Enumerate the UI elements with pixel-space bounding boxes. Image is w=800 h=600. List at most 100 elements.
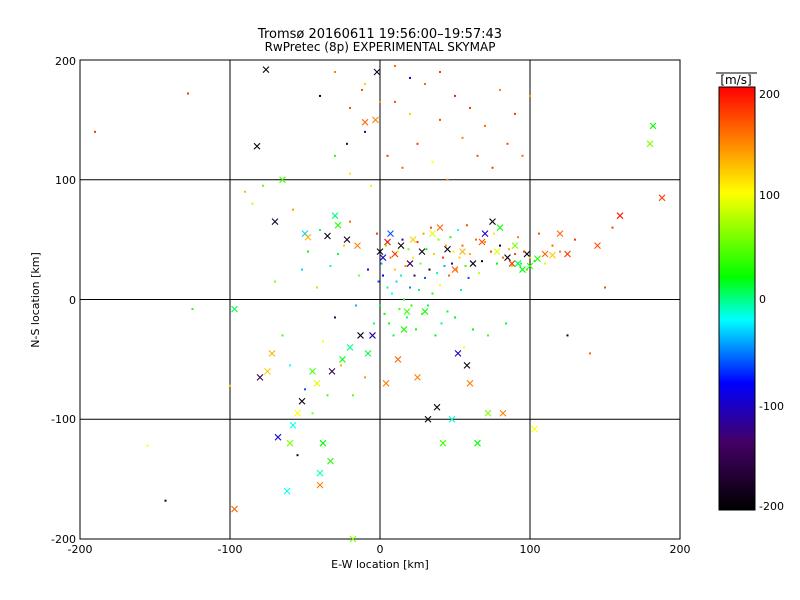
data-point-dot xyxy=(439,284,441,287)
data-point-dot xyxy=(346,142,348,145)
data-point-dot xyxy=(452,250,455,253)
data-point-dot xyxy=(589,352,591,355)
data-point-dot xyxy=(514,112,516,115)
data-point-cross xyxy=(531,425,538,433)
data-point-dot xyxy=(611,226,614,229)
data-point-dot xyxy=(410,304,413,307)
data-point-dot xyxy=(514,252,516,255)
data-point-cross xyxy=(451,266,459,273)
data-point-dot xyxy=(506,142,509,145)
data-point-cross xyxy=(346,344,354,351)
data-point-cross xyxy=(376,248,384,255)
y-tick-label-0: -200 xyxy=(51,533,76,546)
data-points xyxy=(94,64,666,543)
data-point-dot xyxy=(379,100,381,103)
data-point-cross xyxy=(448,415,456,423)
data-point-cross xyxy=(289,421,297,429)
colorbar-tick-1: -100 xyxy=(759,400,784,413)
data-point-cross xyxy=(403,308,411,315)
data-point-cross xyxy=(256,373,264,381)
data-point-cross xyxy=(658,194,666,202)
data-point-dot xyxy=(386,286,389,289)
data-point-dot xyxy=(373,322,375,325)
data-point-dot xyxy=(385,244,387,247)
data-point-dot xyxy=(262,184,264,187)
data-point-dot xyxy=(604,286,606,289)
data-point-cross xyxy=(504,254,511,261)
data-point-cross xyxy=(541,250,549,258)
data-point-dot xyxy=(337,252,339,255)
data-point-cross xyxy=(484,409,492,417)
data-point-dot xyxy=(469,106,471,109)
data-point-dot xyxy=(463,346,465,349)
data-point-dot xyxy=(355,304,357,307)
colorbar-tick-4: 200 xyxy=(759,88,780,101)
data-point-dot xyxy=(442,256,444,259)
data-point-dot xyxy=(517,236,519,239)
data-point-cross xyxy=(436,224,444,232)
data-point-dot xyxy=(472,328,474,331)
data-point-dot xyxy=(191,308,194,311)
x-tick-label-3: 100 xyxy=(520,543,541,556)
data-point-dot xyxy=(566,334,569,337)
data-point-cross xyxy=(231,305,238,313)
data-point-dot xyxy=(401,238,404,241)
data-point-dot xyxy=(322,340,324,343)
data-point-dot xyxy=(386,154,389,157)
data-point-dot xyxy=(499,88,501,91)
data-point-dot xyxy=(425,248,428,251)
data-point-dot xyxy=(274,280,276,283)
data-point-dot xyxy=(398,308,401,311)
data-point-cross xyxy=(361,118,369,126)
data-point-dot xyxy=(484,241,486,244)
data-point-dot xyxy=(481,260,483,263)
data-point-dot xyxy=(409,76,411,79)
data-point-dot xyxy=(370,184,372,187)
data-point-dot xyxy=(349,106,351,109)
x-axis-ticks: -200 -100 0 100 200 xyxy=(68,543,691,556)
data-point-dot xyxy=(307,250,309,253)
data-point-dot xyxy=(538,232,540,235)
data-point-dot xyxy=(187,92,189,95)
data-point-cross xyxy=(316,469,324,477)
data-point-cross xyxy=(274,433,282,441)
data-point-dot xyxy=(358,274,360,277)
data-point-dot xyxy=(244,190,246,193)
data-point-dot xyxy=(364,376,366,379)
data-point-dot xyxy=(409,112,411,115)
data-point-cross xyxy=(481,230,489,238)
data-point-cross xyxy=(519,266,526,273)
data-point-dot xyxy=(388,322,390,325)
data-point-cross xyxy=(433,403,441,411)
data-point-cross xyxy=(429,230,436,238)
data-point-dot xyxy=(490,250,492,253)
data-point-dot xyxy=(419,262,422,265)
data-point-dot xyxy=(292,208,294,211)
data-point-cross xyxy=(454,349,462,357)
data-point-dot xyxy=(304,388,306,391)
y-tick-label-1: -100 xyxy=(51,413,76,426)
data-point-dot xyxy=(448,274,450,277)
data-point-dot xyxy=(511,264,513,267)
data-point-dot xyxy=(289,364,291,367)
data-point-dot xyxy=(458,256,461,259)
chart-title: Tromsø 20160611 19:56:00–19:57:43 xyxy=(257,27,502,42)
data-point-dot xyxy=(455,268,458,271)
data-point-cross xyxy=(364,349,372,357)
data-point-cross xyxy=(564,250,571,258)
data-point-cross xyxy=(556,230,564,238)
y-tick-label-3: 100 xyxy=(55,174,76,187)
data-point-cross xyxy=(349,535,357,543)
data-point-dot xyxy=(394,64,396,67)
data-point-cross xyxy=(262,66,270,73)
data-point-dot xyxy=(436,272,438,275)
data-point-cross xyxy=(253,142,261,150)
data-point-dot xyxy=(319,94,321,97)
data-point-cross xyxy=(649,122,657,130)
data-point-cross xyxy=(394,355,402,363)
data-point-dot xyxy=(377,280,380,283)
data-point-cross xyxy=(331,212,339,220)
data-point-dot xyxy=(451,262,453,265)
data-point-dot xyxy=(520,262,522,265)
data-point-dot xyxy=(394,268,396,271)
